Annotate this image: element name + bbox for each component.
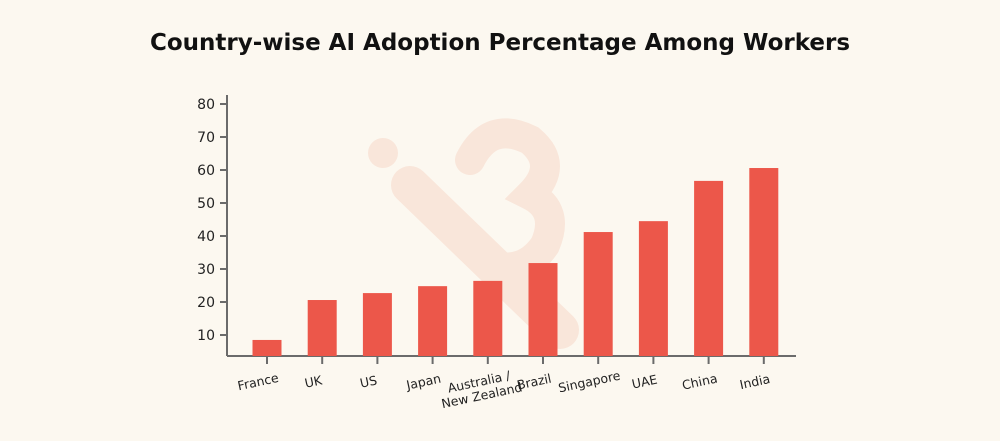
x-tick-label: China — [681, 371, 719, 393]
y-tick-label: 50 — [197, 196, 215, 212]
x-tick-label: France — [236, 370, 280, 393]
x-tick-label: Australia /New Zealand — [437, 366, 523, 411]
y-tick-label: 40 — [197, 229, 215, 245]
bar-uk — [307, 300, 337, 356]
x-tick-label: India — [738, 371, 771, 392]
x-tick-label: UAE — [630, 372, 658, 392]
x-tick-label: Singapore — [557, 368, 622, 396]
x-tick-label: US — [359, 372, 379, 390]
x-tick-label-line: UK — [303, 372, 324, 390]
x-tick-label-line: India — [738, 371, 771, 392]
bar-france — [252, 339, 282, 356]
x-tick-label-line: Singapore — [557, 368, 622, 396]
bar-india — [749, 168, 779, 356]
bar-australia-new-zealand — [473, 280, 503, 356]
bar-singapore — [583, 232, 613, 356]
y-tick-label: 20 — [197, 295, 215, 311]
y-tick-label: 60 — [197, 163, 215, 179]
bar-uae — [638, 221, 668, 356]
y-tick-label: 10 — [197, 328, 215, 344]
chart-title: Country-wise AI Adoption Percentage Amon… — [149, 30, 851, 56]
y-tick-label: 70 — [197, 130, 215, 146]
x-tick-label-line: France — [236, 370, 280, 393]
x-tick-label-line: Japan — [404, 371, 442, 393]
bar-china — [694, 180, 724, 356]
bar-japan — [418, 286, 448, 356]
x-tick-label-line: UAE — [630, 372, 658, 392]
y-tick-label: 30 — [197, 262, 215, 278]
x-tick-label: Brazil — [515, 371, 552, 393]
x-tick-label-line: US — [359, 372, 379, 390]
x-tick-label: Japan — [404, 371, 442, 393]
bar-brazil — [528, 263, 558, 356]
x-tick-label-line: China — [681, 371, 719, 393]
y-tick-label: 80 — [197, 97, 215, 113]
x-tick-label-line: Brazil — [515, 371, 552, 393]
bar-us — [362, 293, 392, 356]
x-tick-label: UK — [303, 372, 324, 390]
